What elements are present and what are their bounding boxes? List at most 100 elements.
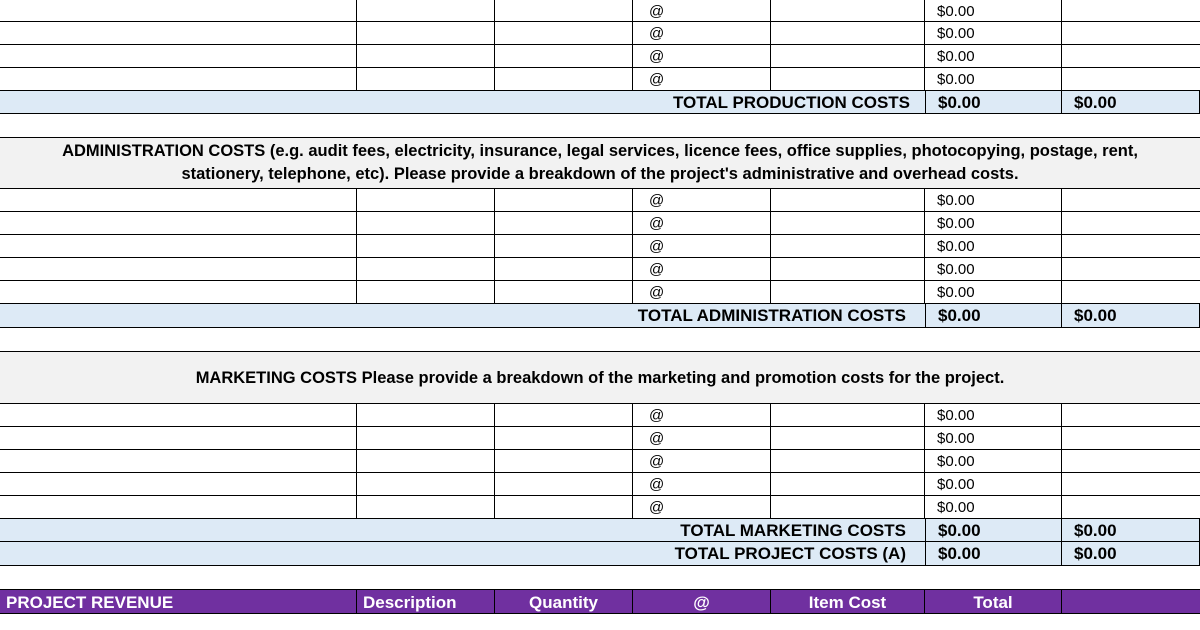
total-production-row: TOTAL PRODUCTION COSTS $0.00 $0.00 [0,90,1200,114]
item-cell[interactable] [0,235,357,257]
item-cost-cell[interactable] [771,22,925,44]
administration-line-row[interactable]: @ $0.00 [0,212,1200,235]
description-cell[interactable] [357,45,495,67]
at-cell: @ [633,427,771,449]
description-cell[interactable] [357,427,495,449]
total-administration-row: TOTAL ADMINISTRATION COSTS $0.00 $0.00 [0,303,1200,328]
line-total-cell: $0.00 [925,427,1062,449]
item-cell[interactable] [0,450,357,472]
item-cell[interactable] [0,258,357,280]
description-cell[interactable] [357,235,495,257]
project-revenue-title: PROJECT REVENUE [0,590,357,613]
administration-line-row[interactable]: @ $0.00 [0,235,1200,258]
quantity-cell[interactable] [495,427,633,449]
quantity-cell[interactable] [495,473,633,495]
description-cell[interactable] [357,212,495,234]
description-cell[interactable] [357,22,495,44]
total-production-amount-2: $0.00 [1062,91,1200,113]
description-cell[interactable] [357,473,495,495]
description-cell[interactable] [357,68,495,91]
extra-cell[interactable] [1062,473,1200,495]
quantity-cell[interactable] [495,281,633,304]
item-cost-cell[interactable] [771,68,925,91]
extra-cell[interactable] [1062,235,1200,257]
description-cell[interactable] [357,281,495,304]
description-cell[interactable] [357,404,495,426]
quantity-cell[interactable] [495,189,633,211]
item-cell[interactable] [0,473,357,495]
item-cost-cell[interactable] [771,189,925,211]
quantity-cell[interactable] [495,450,633,472]
quantity-cell[interactable] [495,212,633,234]
description-cell[interactable] [357,258,495,280]
item-cell[interactable] [0,0,357,21]
quantity-cell[interactable] [495,496,633,519]
production-line-row[interactable]: @ $0.00 [0,0,1200,22]
quantity-cell[interactable] [495,404,633,426]
extra-cell[interactable] [1062,404,1200,426]
at-cell: @ [633,45,771,67]
extra-cell[interactable] [1062,22,1200,44]
item-cost-cell[interactable] [771,404,925,426]
extra-cell[interactable] [1062,450,1200,472]
marketing-section-header: MARKETING COSTS Please provide a breakdo… [0,351,1200,404]
quantity-cell[interactable] [495,235,633,257]
description-cell[interactable] [357,0,495,21]
extra-cell[interactable] [1062,258,1200,280]
line-total-cell: $0.00 [925,68,1062,91]
item-cell[interactable] [0,22,357,44]
production-line-row[interactable]: @ $0.00 [0,45,1200,68]
description-column-header: Description [357,590,495,613]
item-cost-cell[interactable] [771,235,925,257]
marketing-line-row[interactable]: @ $0.00 [0,473,1200,496]
item-cost-cell[interactable] [771,496,925,519]
item-cell[interactable] [0,404,357,426]
line-total-cell: $0.00 [925,281,1062,304]
extra-cell[interactable] [1062,189,1200,211]
item-cost-cell[interactable] [771,281,925,304]
item-cost-cell[interactable] [771,427,925,449]
item-cost-cell[interactable] [771,0,925,21]
item-cell[interactable] [0,68,357,91]
marketing-line-row[interactable]: @ $0.00 [0,496,1200,519]
quantity-cell[interactable] [495,45,633,67]
extra-cell[interactable] [1062,68,1200,91]
item-cost-cell[interactable] [771,258,925,280]
item-cell[interactable] [0,45,357,67]
line-total-cell: $0.00 [925,0,1062,21]
item-cost-cell[interactable] [771,45,925,67]
quantity-cell[interactable] [495,258,633,280]
item-cell[interactable] [0,189,357,211]
quantity-cell[interactable] [495,22,633,44]
extra-cell[interactable] [1062,427,1200,449]
marketing-line-row[interactable]: @ $0.00 [0,450,1200,473]
quantity-cell[interactable] [495,68,633,91]
marketing-line-row[interactable]: @ $0.00 [0,427,1200,450]
item-cell[interactable] [0,281,357,304]
description-cell[interactable] [357,189,495,211]
item-cell[interactable] [0,212,357,234]
extra-cell[interactable] [1062,281,1200,304]
item-cost-cell[interactable] [771,473,925,495]
administration-line-row[interactable]: @ $0.00 [0,189,1200,212]
extra-cell[interactable] [1062,212,1200,234]
description-cell[interactable] [357,496,495,519]
item-cell[interactable] [0,427,357,449]
extra-cell[interactable] [1062,0,1200,21]
at-cell: @ [633,450,771,472]
extra-cell[interactable] [1062,496,1200,519]
quantity-cell[interactable] [495,0,633,21]
at-cell: @ [633,68,771,91]
item-cell[interactable] [0,496,357,519]
total-column-header: Total [925,590,1062,613]
production-line-row[interactable]: @ $0.00 [0,22,1200,45]
administration-line-row[interactable]: @ $0.00 [0,258,1200,281]
item-cost-cell[interactable] [771,450,925,472]
line-total-cell: $0.00 [925,404,1062,426]
description-cell[interactable] [357,450,495,472]
marketing-line-row[interactable]: @ $0.00 [0,404,1200,427]
extra-cell[interactable] [1062,45,1200,67]
item-cost-cell[interactable] [771,212,925,234]
administration-line-row[interactable]: @ $0.00 [0,281,1200,304]
production-line-row[interactable]: @ $0.00 [0,68,1200,91]
